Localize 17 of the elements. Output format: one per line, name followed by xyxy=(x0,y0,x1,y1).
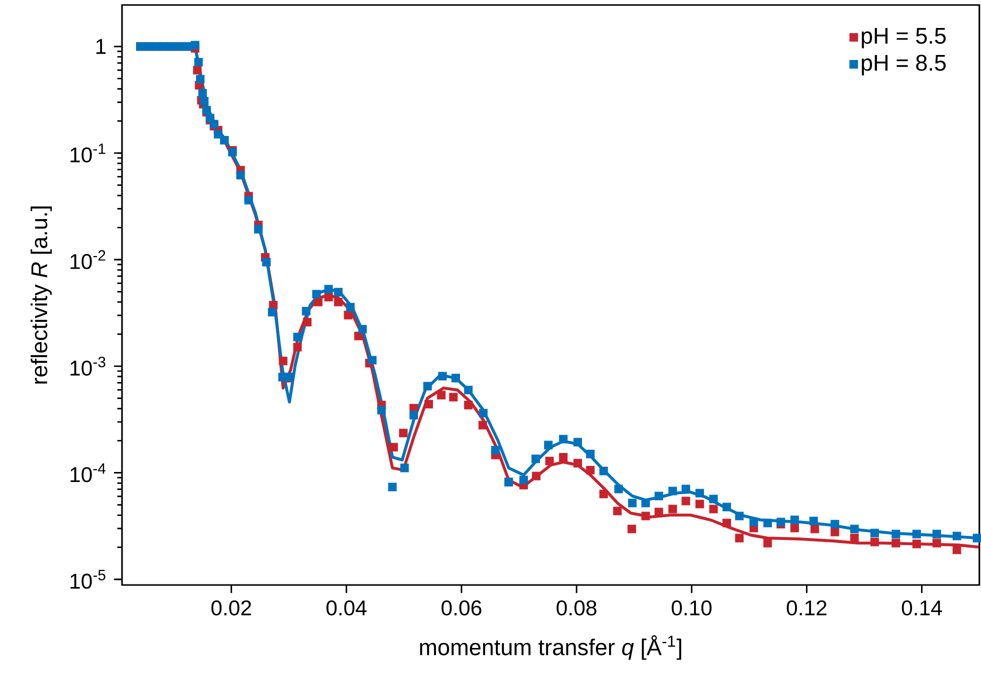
y-tick-label: 10$^{-4}$ xyxy=(70,463,106,482)
x-tick-label: 0.04 xyxy=(326,600,367,616)
x-tick-label: 0.02 xyxy=(211,600,252,616)
y-tick-label: 10$^{-3}$ xyxy=(70,356,106,376)
x-tick-label: 0.06 xyxy=(442,600,482,616)
x-tick-label: 0.14 xyxy=(902,600,942,616)
y-tick-label: 1 xyxy=(96,39,106,54)
x-axis-title: momentum transfer q [Å$^{-1}$] xyxy=(420,635,682,660)
y-axis-title: reflectivity R [a.u.] xyxy=(30,206,52,384)
x-tick-label: 0.10 xyxy=(672,600,712,616)
legend-label: pH = 5.5 xyxy=(862,28,946,48)
x-tick-label: 0.12 xyxy=(786,600,826,616)
y-tick-label: 10$^{-5}$ xyxy=(70,570,106,589)
y-tick-label: 10$^{-1}$ xyxy=(70,144,106,162)
legend-label: pH = 8.5 xyxy=(862,54,946,76)
y-tick-label: 10$^{-2}$ xyxy=(70,250,106,270)
x-tick-label: 0.08 xyxy=(556,600,596,616)
